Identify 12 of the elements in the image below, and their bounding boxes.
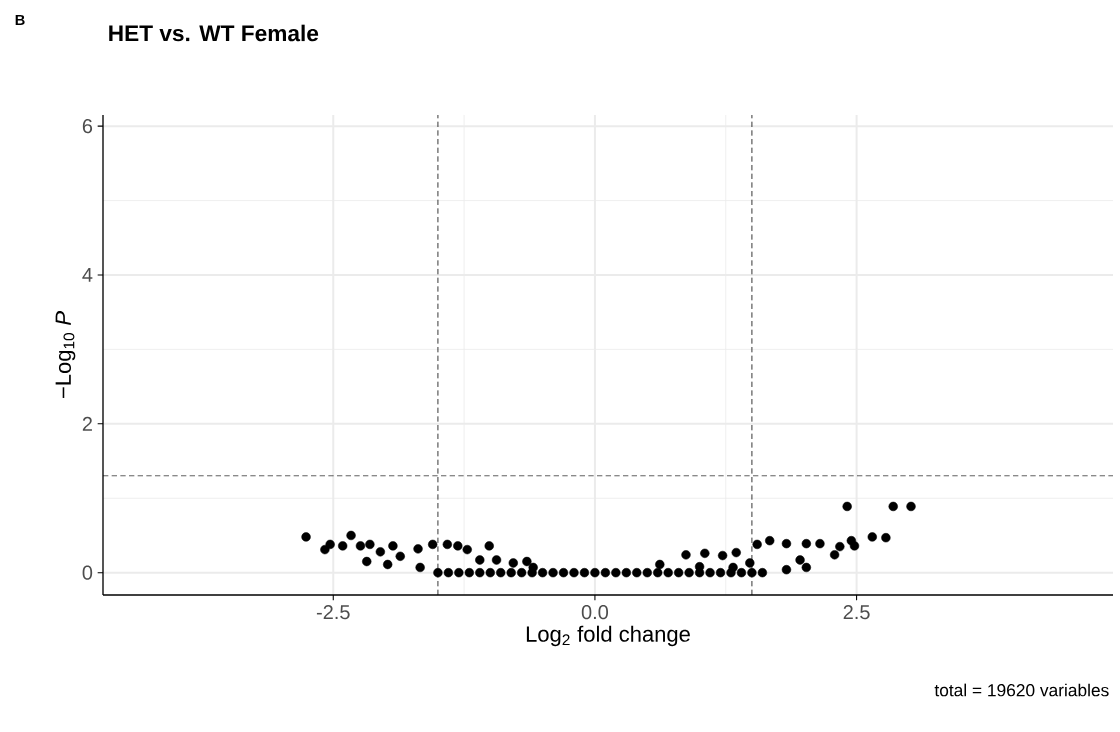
x-tick-label: 2.5: [843, 605, 870, 620]
x-tick-label: -2.5: [316, 605, 350, 620]
x-axis-title: Log$_{2}$ fold change: [526, 625, 690, 647]
y-axis-title: −Log$_{10}$ P: [55, 311, 76, 398]
y-tick-label: 6: [82, 119, 93, 134]
y-tick-label: 2: [82, 416, 92, 431]
y-tick-label: 0: [82, 565, 93, 580]
text: total = 19620 variables: [934, 683, 1109, 697]
chart-title: HET vs. WT Female: [109, 24, 319, 42]
text: B: [15, 14, 25, 26]
x-tick-label: 0.0: [581, 605, 609, 620]
y-tick-label: 4: [82, 268, 93, 282]
